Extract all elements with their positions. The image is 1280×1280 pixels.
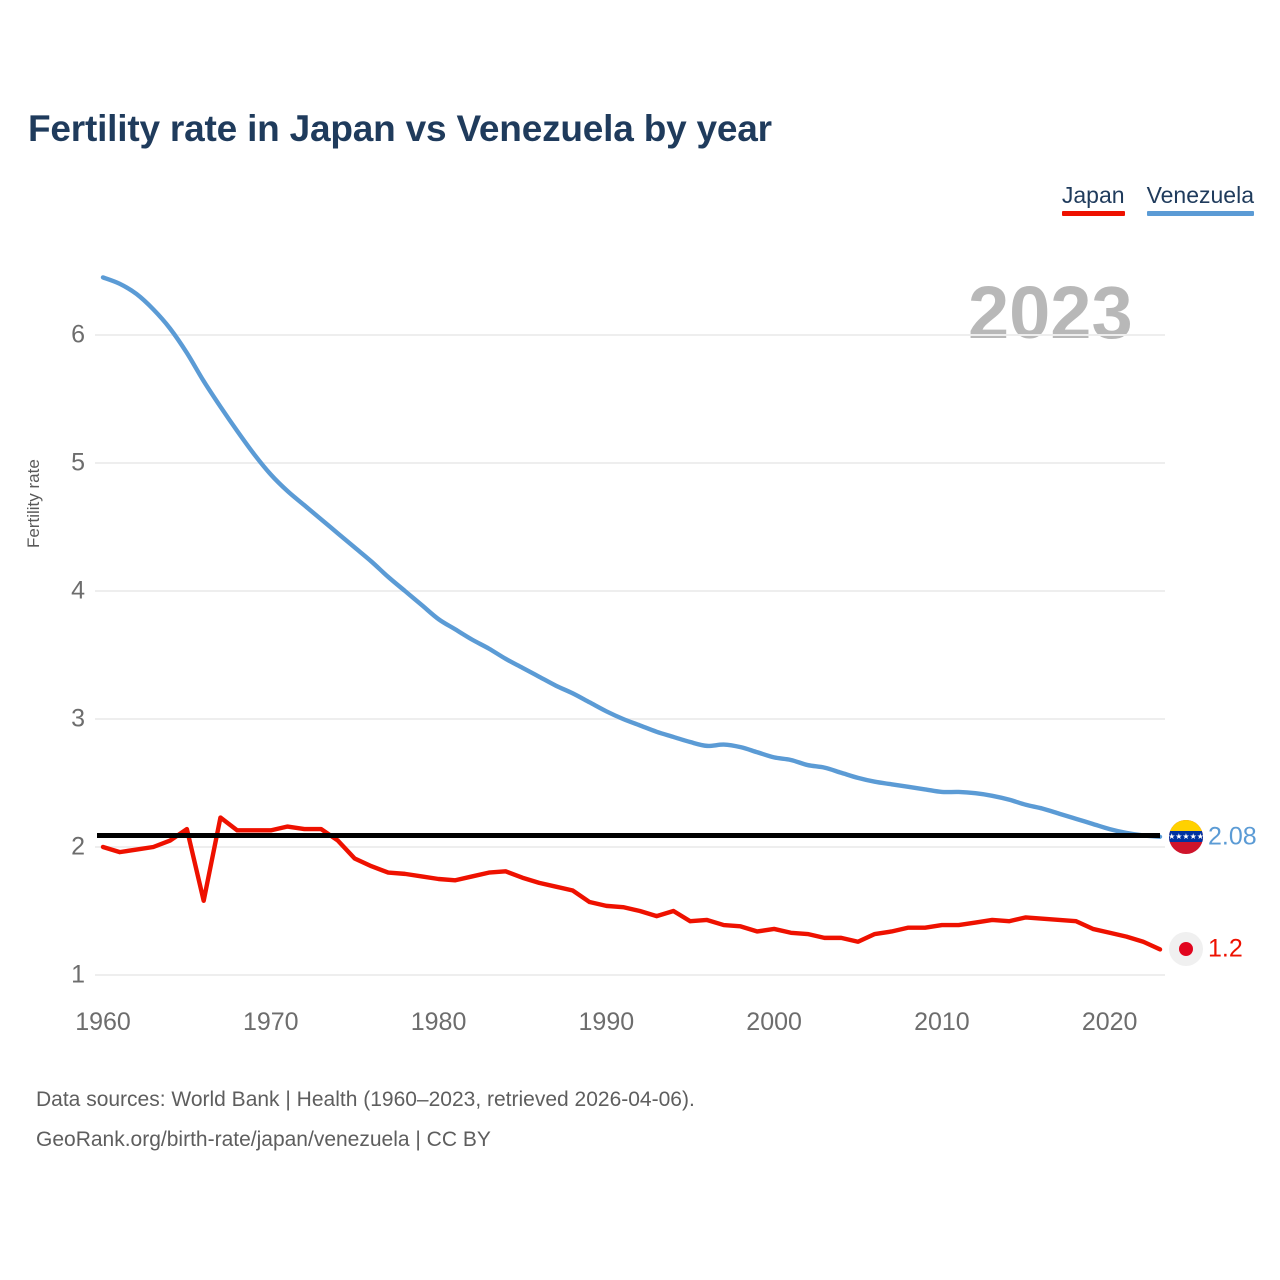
series-line-japan	[100, 815, 1163, 952]
legend-swatch-japan	[1061, 211, 1125, 216]
legend-item-japan[interactable]: Japan	[1061, 182, 1125, 216]
footer-attribution: GeoRank.org/birth-rate/japan/venezuela |…	[36, 1128, 491, 1151]
y-tick-label: 2	[71, 832, 85, 861]
flag-stars: ★★★★★★★	[1169, 831, 1203, 841]
legend-swatch-venezuela	[1146, 211, 1254, 216]
legend-label-japan: Japan	[1061, 182, 1125, 208]
x-tick-label: 1970	[242, 1008, 299, 1036]
x-tick-label: 1960	[75, 1008, 131, 1036]
japan-flag-icon	[1169, 932, 1203, 967]
flag-band-yellow	[1169, 819, 1203, 832]
series-line-venezuela	[100, 275, 1163, 839]
x-tick-label: 1980	[410, 1008, 467, 1036]
x-tick-label: 2000	[746, 1008, 802, 1036]
page-title: Fertility rate in Japan vs Venezuela by …	[28, 108, 772, 149]
flag-red-disc	[1179, 942, 1193, 957]
venezuela-flag-icon: ★★★★★★★	[1169, 819, 1203, 854]
y-tick-label: 4	[71, 576, 85, 605]
y-tick-label: 1	[71, 960, 85, 989]
x-tick-label: 2010	[914, 1008, 970, 1036]
end-value-venezuela: 2.08	[1208, 822, 1257, 851]
y-tick-label: 3	[71, 704, 85, 733]
flag-band-blue	[1169, 831, 1203, 843]
y-tick-label: 6	[71, 320, 85, 349]
legend-label-venezuela: Venezuela	[1146, 182, 1254, 208]
x-tick-label: 2020	[1081, 1008, 1138, 1036]
x-tick-label: 1990	[578, 1008, 635, 1036]
end-value-japan: 1.2	[1208, 934, 1243, 963]
legend-item-venezuela[interactable]: Venezuela	[1146, 182, 1254, 216]
year-watermark: 2023	[968, 271, 1133, 354]
footer-data-sources: Data sources: World Bank | Health (1960–…	[36, 1088, 695, 1111]
chart-legend: Japan Venezuela	[1061, 182, 1254, 216]
y-tick-label: 5	[71, 448, 85, 477]
